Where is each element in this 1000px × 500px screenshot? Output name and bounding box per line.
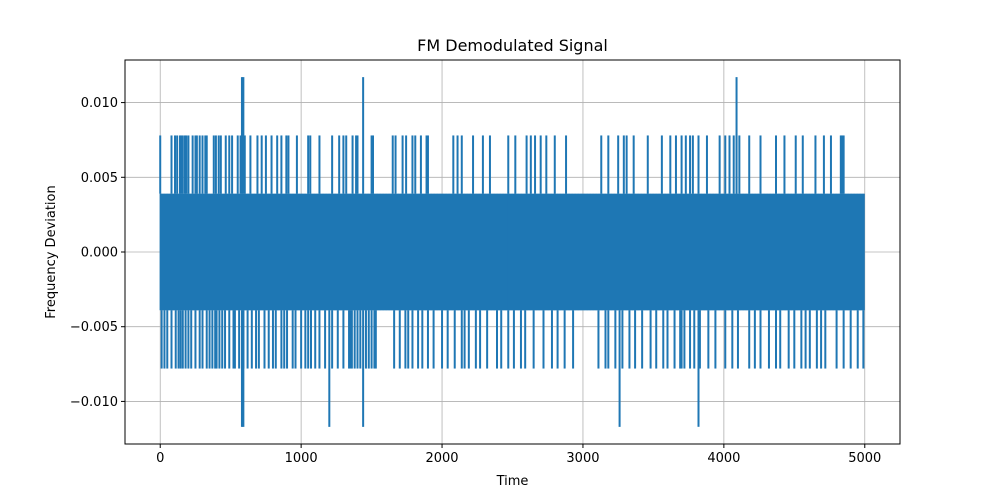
y-tick-label: 0.005 <box>81 171 118 186</box>
x-tick-label: 0 <box>156 451 164 466</box>
y-axis: −0.010 −0.005 0.000 0.005 0.010 <box>70 96 125 410</box>
signal-trace <box>159 193 865 311</box>
x-axis: 0 1000 2000 3000 4000 5000 <box>156 444 881 466</box>
x-axis-label: Time <box>496 474 529 489</box>
x-tick-label: 4000 <box>707 451 740 466</box>
y-tick-label: −0.010 <box>70 395 118 410</box>
x-tick-label: 2000 <box>425 451 458 466</box>
y-tick-label: −0.005 <box>70 320 118 335</box>
x-tick-label: 1000 <box>285 451 318 466</box>
y-tick-label: 0.000 <box>81 246 118 261</box>
x-tick-label: 3000 <box>566 451 599 466</box>
y-tick-label: 0.010 <box>81 96 118 111</box>
plot-area <box>159 77 865 427</box>
y-axis-label: Frequency Deviation <box>44 185 59 318</box>
chart-title: FM Demodulated Signal <box>417 36 608 55</box>
x-tick-label: 5000 <box>848 451 881 466</box>
